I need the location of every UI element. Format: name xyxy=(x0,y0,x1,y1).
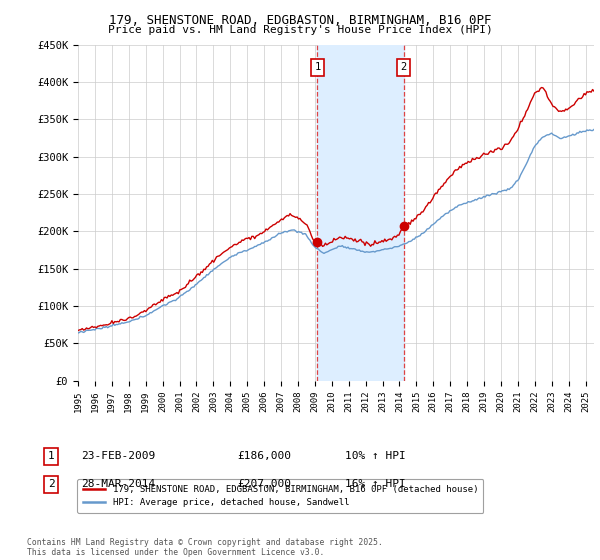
Text: Price paid vs. HM Land Registry's House Price Index (HPI): Price paid vs. HM Land Registry's House … xyxy=(107,25,493,35)
Legend: 179, SHENSTONE ROAD, EDGBASTON, BIRMINGHAM, B16 0PF (detached house), HPI: Avera: 179, SHENSTONE ROAD, EDGBASTON, BIRMINGH… xyxy=(77,479,484,513)
179, SHENSTONE ROAD, EDGBASTON, BIRMINGHAM, B16 0PF (detached house) xyxy=(353,239,360,245)
HPI: Average price, detached house, Sandwell: (2.02e+03, 2.36e+05): Average price, detached house, Sandwell:… xyxy=(456,202,463,208)
Text: 2: 2 xyxy=(47,479,55,489)
HPI: Average price, detached house, Sandwell: (2.03e+03, 3.37e+05): Average price, detached house, Sandwell:… xyxy=(590,126,598,133)
HPI: Average price, detached house, Sandwell: (2.01e+03, 1.75e+05): Average price, detached house, Sandwell:… xyxy=(353,247,360,254)
179, SHENSTONE ROAD, EDGBASTON, BIRMINGHAM, B16 0PF (detached house) xyxy=(162,294,169,301)
Text: 16% ↑ HPI: 16% ↑ HPI xyxy=(345,479,406,489)
HPI: Average price, detached house, Sandwell: (2e+03, 6.4e+04): Average price, detached house, Sandwell:… xyxy=(74,330,82,337)
HPI: Average price, detached house, Sandwell: (2e+03, 1.01e+05): Average price, detached house, Sandwell:… xyxy=(162,302,169,309)
179, SHENSTONE ROAD, EDGBASTON, BIRMINGHAM, B16 0PF (detached house) xyxy=(428,197,435,204)
Text: Contains HM Land Registry data © Crown copyright and database right 2025.
This d: Contains HM Land Registry data © Crown c… xyxy=(27,538,383,557)
HPI: Average price, detached house, Sandwell: (2.02e+03, 2.08e+05): Average price, detached house, Sandwell:… xyxy=(428,222,435,228)
HPI: Average price, detached house, Sandwell: (2e+03, 1.17e+05): Average price, detached house, Sandwell:… xyxy=(181,290,188,297)
Text: £186,000: £186,000 xyxy=(237,451,291,461)
Text: £207,000: £207,000 xyxy=(237,479,291,489)
Text: 10% ↑ HPI: 10% ↑ HPI xyxy=(345,451,406,461)
Line: 179, SHENSTONE ROAD, EDGBASTON, BIRMINGHAM, B16 0PF (detached house): 179, SHENSTONE ROAD, EDGBASTON, BIRMINGH… xyxy=(78,87,594,330)
179, SHENSTONE ROAD, EDGBASTON, BIRMINGHAM, B16 0PF (detached house) xyxy=(538,84,545,91)
Text: 23-FEB-2009: 23-FEB-2009 xyxy=(81,451,155,461)
Bar xyxy=(317,45,404,381)
179, SHENSTONE ROAD, EDGBASTON, BIRMINGHAM, B16 0PF (detached house) xyxy=(590,88,598,95)
HPI: Average price, detached house, Sandwell: (2e+03, 7.89e+04): Average price, detached house, Sandwell:… xyxy=(125,319,133,325)
Text: 1: 1 xyxy=(314,62,320,72)
Text: 179, SHENSTONE ROAD, EDGBASTON, BIRMINGHAM, B16 0PF: 179, SHENSTONE ROAD, EDGBASTON, BIRMINGH… xyxy=(109,14,491,27)
179, SHENSTONE ROAD, EDGBASTON, BIRMINGHAM, B16 0PF (detached house) xyxy=(74,327,82,334)
Text: 2: 2 xyxy=(401,62,407,72)
Text: 28-MAR-2014: 28-MAR-2014 xyxy=(81,479,155,489)
179, SHENSTONE ROAD, EDGBASTON, BIRMINGHAM, B16 0PF (detached house) xyxy=(125,314,133,321)
179, SHENSTONE ROAD, EDGBASTON, BIRMINGHAM, B16 0PF (detached house) xyxy=(456,163,463,170)
179, SHENSTONE ROAD, EDGBASTON, BIRMINGHAM, B16 0PF (detached house) xyxy=(181,284,188,291)
Line: HPI: Average price, detached house, Sandwell: HPI: Average price, detached house, Sand… xyxy=(78,129,594,333)
Text: 1: 1 xyxy=(47,451,55,461)
